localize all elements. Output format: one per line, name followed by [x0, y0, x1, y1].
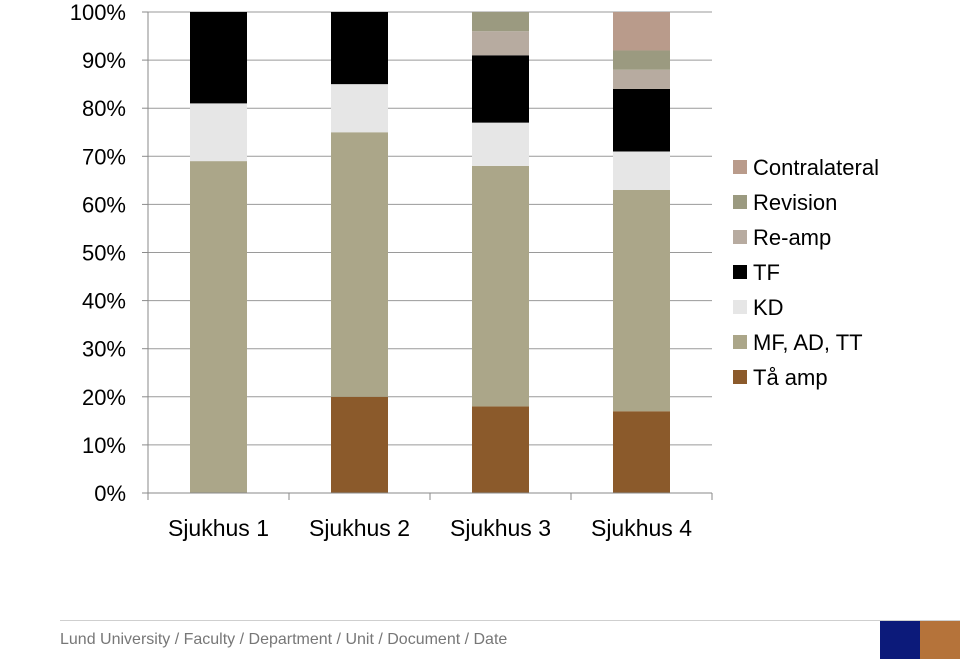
bar-segment-tf — [190, 12, 247, 104]
bar-segment-kd — [190, 103, 247, 162]
legend-swatch — [733, 300, 747, 314]
x-category-label: Sjukhus 3 — [450, 515, 551, 541]
bar-segment-mf-ad-tt — [190, 161, 247, 494]
legend-swatch — [733, 160, 747, 174]
bar-segment-mf-ad-tt — [613, 189, 670, 412]
footer-divider — [60, 620, 960, 621]
bar-segment-mf-ad-tt — [472, 165, 529, 407]
bar-segment-revision — [472, 12, 529, 32]
legend-swatch — [733, 195, 747, 209]
y-tick-label: 80% — [82, 96, 126, 121]
legend-label: Re-amp — [753, 225, 831, 250]
y-tick-label: 40% — [82, 289, 126, 314]
legend-swatch — [733, 335, 747, 349]
footer-text: Lund University / Faculty / Department /… — [60, 631, 508, 648]
legend-swatch — [733, 370, 747, 384]
legend-label: Contralateral — [753, 155, 879, 180]
y-tick-labels: 0% 10% 20% 30% 40% 50% 60% 70% 80% 90% 100% — [70, 0, 126, 506]
legend-label: Revision — [753, 190, 837, 215]
legend-label: TF — [753, 260, 780, 285]
bar-segment-re-amp — [613, 69, 670, 89]
y-tick-label: 30% — [82, 337, 126, 362]
y-tick-label: 50% — [82, 241, 126, 266]
bar-segment-mf-ad-tt — [331, 132, 388, 397]
x-category-labels: Sjukhus 1 Sjukhus 2 Sjukhus 3 Sjukhus 4 — [168, 515, 692, 541]
logo-blue-block — [880, 621, 920, 659]
x-category-label: Sjukhus 2 — [309, 515, 410, 541]
logo-copper-block — [920, 621, 960, 659]
y-tick-label: 0% — [94, 481, 126, 506]
legend: Contralateral Revision Re-amp TF KD MF, AD, T… — [733, 155, 879, 390]
y-tick-label: 100% — [70, 0, 126, 25]
bar-segment-tf — [331, 12, 388, 85]
bars — [190, 12, 670, 494]
y-tick-label: 90% — [82, 48, 126, 73]
legend-label: MF, AD, TT — [753, 330, 863, 355]
legend-swatch — [733, 230, 747, 244]
bar-segment-tå-amp — [613, 411, 670, 493]
legend-label: KD — [753, 295, 784, 320]
bar-segment-revision — [613, 50, 670, 70]
bar-segment-tf — [472, 55, 529, 123]
bar-segment-tå-amp — [331, 396, 388, 493]
y-tick-label: 10% — [82, 433, 126, 458]
x-category-label: Sjukhus 4 — [591, 515, 692, 541]
bar-segment-kd — [472, 122, 529, 166]
y-tick-label: 20% — [82, 385, 126, 410]
legend-label: Tå amp — [753, 365, 828, 390]
bar-segment-re-amp — [472, 31, 529, 56]
bar-segment-tå-amp — [472, 406, 529, 493]
stacked-bar-chart: 0% 10% 20% 30% 40% 50% 60% 70% 80% 90% 100% Sjukhu… — [70, 0, 879, 541]
x-category-label: Sjukhus 1 — [168, 515, 269, 541]
bar-segment-kd — [331, 84, 388, 133]
bar-segment-tf — [613, 88, 670, 152]
bar-segment-contralateral — [613, 12, 670, 51]
legend-swatch — [733, 265, 747, 279]
bar-segment-kd — [613, 151, 670, 190]
axes — [142, 11, 713, 500]
y-tick-label: 60% — [82, 192, 126, 217]
y-tick-label: 70% — [82, 144, 126, 169]
